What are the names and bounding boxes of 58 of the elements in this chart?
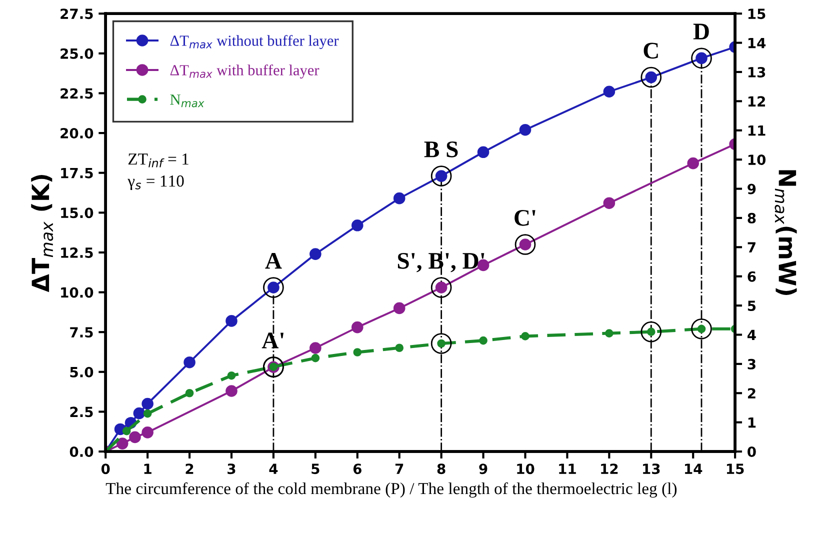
x-tick-label: 4 (269, 464, 278, 474)
x-tick-label: 9 (479, 464, 488, 474)
y2-tick-label: 7 (748, 242, 756, 252)
x-tick-label: 11 (559, 464, 576, 474)
x-tick-label: 2 (186, 464, 194, 474)
legend-label: ΔT$_{max}$ without buffer layer (170, 34, 339, 50)
y-tick-label: 20.0 (60, 128, 94, 139)
x-tick-label: 6 (353, 464, 362, 474)
y2-tick-label: 4 (748, 330, 756, 340)
y2-tick-label: 13 (748, 66, 766, 78)
y2-tick-label: 12 (748, 96, 765, 106)
y2-tick-label: 3 (748, 358, 756, 370)
x-tick-label: 0 (101, 464, 110, 474)
y2-tick-label: 15 (748, 8, 766, 20)
y2-tick-label: 9 (748, 184, 756, 194)
x-tick-label: 7 (395, 464, 404, 474)
y-tick-label: 5.0 (70, 366, 94, 378)
annotation: C' (514, 210, 536, 226)
annotation: γ$_{s}$ = 110 (128, 175, 184, 190)
annotation: A (265, 252, 282, 269)
y-axis-title: ΔT$_{max}$ (K) (31, 174, 54, 292)
legend-label: ΔT$_{max}$ with buffer layer (170, 64, 320, 79)
y2-tick-label: 10 (748, 154, 766, 166)
x-tick-label: 15 (726, 464, 744, 474)
y2-tick-label: 11 (748, 126, 766, 136)
y-tick-label: 2.5 (70, 406, 93, 418)
y2-tick-label: 6 (748, 271, 756, 282)
x-tick-label: 8 (437, 464, 446, 474)
annotation: S', B', D' (398, 252, 484, 272)
y-tick-label: 27.5 (60, 8, 93, 20)
y-tick-label: 7.5 (70, 327, 93, 338)
x-tick-label: 3 (228, 464, 236, 474)
annotation: ZT$_{inf}$ = 1 (128, 154, 188, 168)
annotation: D (693, 24, 709, 40)
y2-tick-label: 0 (748, 446, 756, 457)
x-tick-label: 12 (601, 464, 618, 474)
y2-axis-title: N$_{max}$(mW) (774, 170, 797, 295)
annotation: C (644, 42, 658, 59)
annotation: B S (424, 141, 458, 158)
x-axis-title: The circumference of the cold membrane (P) / The length of the thermoelectric leg (l) (106, 482, 677, 498)
x-tick-label: 14 (685, 464, 702, 474)
y-tick-label: 25.0 (60, 48, 94, 59)
y-tick-label: 12.5 (61, 247, 93, 258)
x-tick-label: 5 (312, 464, 320, 474)
y-tick-label: 0.0 (70, 446, 94, 457)
y-tick-label: 17.5 (61, 168, 93, 178)
y-tick-label: 22.5 (60, 88, 93, 99)
y2-tick-label: 1 (748, 417, 756, 428)
x-tick-label: 1 (144, 464, 152, 474)
x-tick-label: 13 (643, 464, 660, 474)
y-tick-label: 15.0 (61, 208, 94, 218)
y2-tick-label: 14 (748, 38, 766, 48)
y2-tick-label: 5 (748, 300, 756, 312)
y-tick-label: 10.0 (61, 287, 94, 298)
y2-tick-label: 8 (748, 212, 756, 224)
x-tick-label: 10 (517, 464, 534, 474)
legend-label: N$_{max}$ (170, 94, 204, 108)
y2-tick-label: 2 (748, 388, 756, 398)
